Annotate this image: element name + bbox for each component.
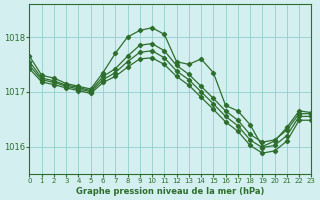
X-axis label: Graphe pression niveau de la mer (hPa): Graphe pression niveau de la mer (hPa) xyxy=(76,187,265,196)
